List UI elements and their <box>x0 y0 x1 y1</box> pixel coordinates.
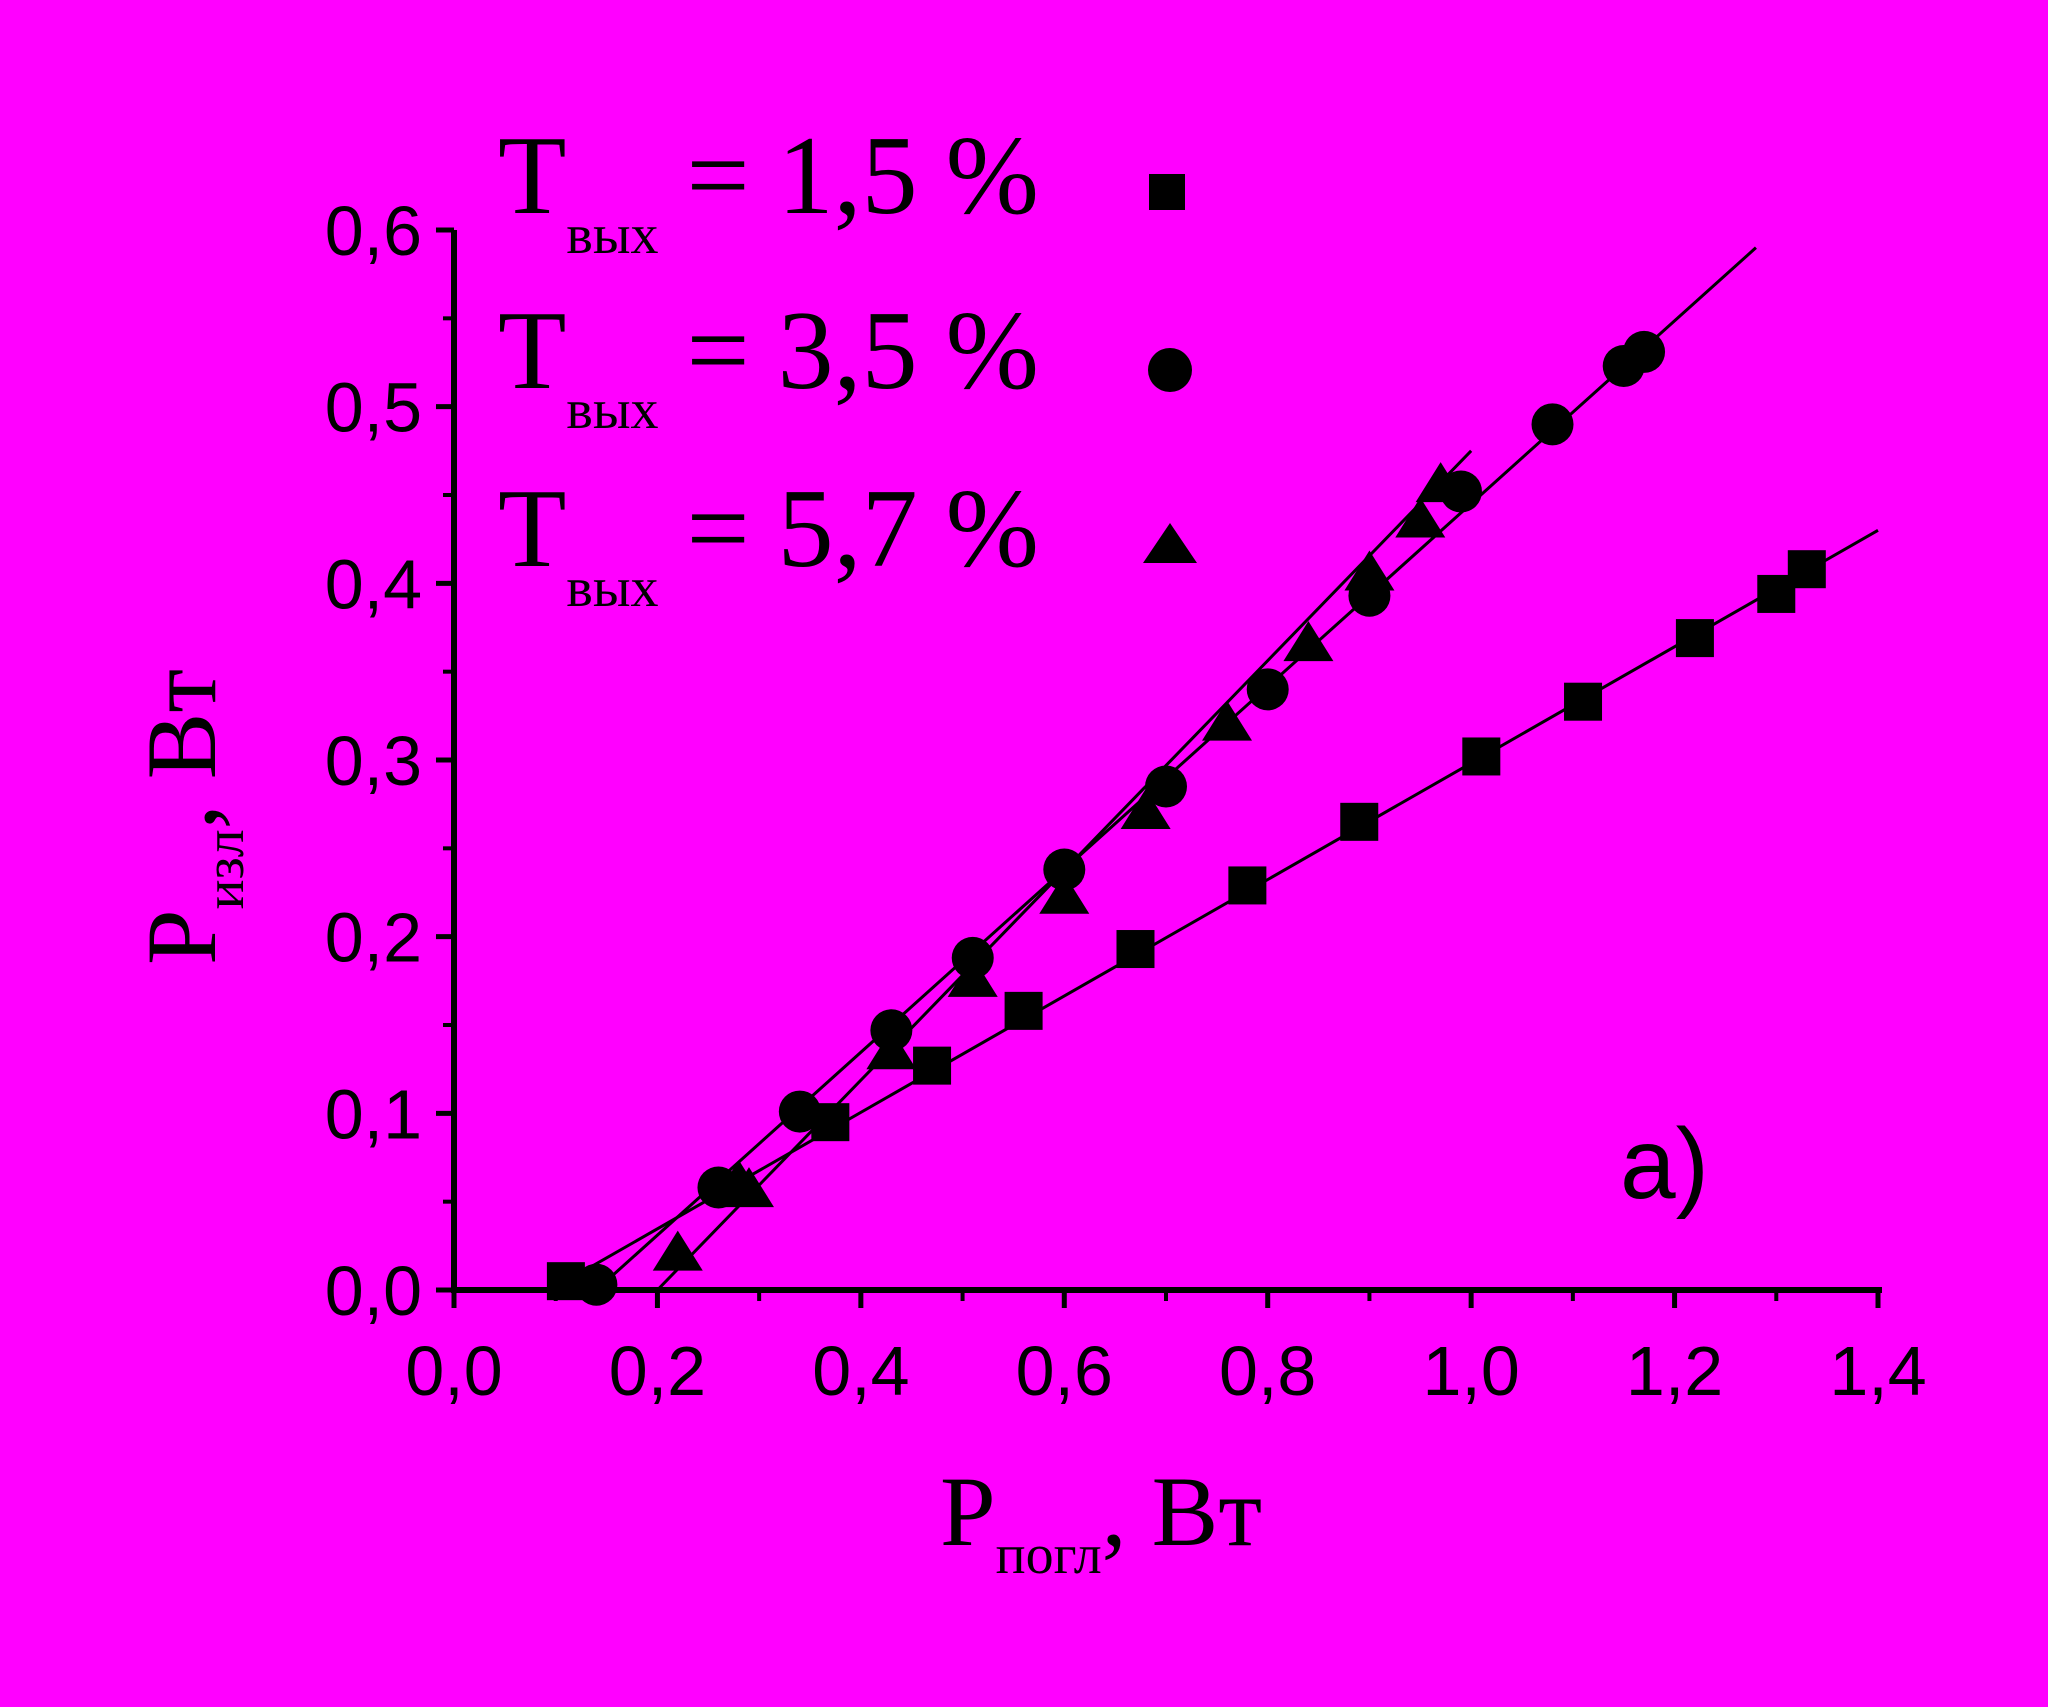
legend-entry-3: Tвых = 5,7 % <box>498 467 1197 619</box>
axes: 0,0 0,2 0,4 0,6 0,8 1,0 1,2 1,4 0,0 0,1 0,2 0,3 0,4 0… <box>325 192 1927 1410</box>
data-point-circle <box>1623 330 1666 373</box>
y-tick-label: 0,0 <box>325 1252 422 1330</box>
data-point-circle <box>1246 668 1289 711</box>
legend-entry-2-value: = 3,5 % <box>659 289 1039 413</box>
legend: Tвых = 1,5 % Tвых = 3,5 % Tвых = 5,7 % <box>498 114 1197 619</box>
data-point-square <box>913 1046 952 1085</box>
data-point-triangle <box>1344 550 1395 591</box>
x-axis-label-sub: погл <box>996 1524 1102 1586</box>
fit-line-square <box>565 529 1879 1283</box>
svg-text:Tвых = 1,5 %: Tвых = 1,5 % <box>498 114 1039 266</box>
data-point-triangle <box>1202 700 1253 741</box>
legend-entry-3-sub: вых <box>566 557 658 619</box>
data-point-square <box>1787 550 1826 589</box>
data-point-triangle <box>1415 462 1466 503</box>
data-point-circle <box>575 1263 618 1306</box>
data-point-triangle <box>652 1230 703 1271</box>
legend-entry-2-main: T <box>498 289 566 413</box>
legend-entry-1: Tвых = 1,5 % <box>498 114 1185 266</box>
data-point-triangle <box>1039 873 1090 914</box>
x-tick-label: 0,0 <box>405 1332 502 1410</box>
data-point-square <box>1340 802 1379 841</box>
legend-entry-1-sub: вых <box>566 204 658 266</box>
data-point-square <box>1228 866 1267 905</box>
x-axis-label: Pпогл, Вт <box>940 1456 1262 1586</box>
y-tick-label: 0,5 <box>325 369 422 447</box>
data-point-triangle <box>1395 497 1446 538</box>
x-axis-label-main: P <box>940 1456 996 1567</box>
legend-triangle-marker <box>1143 523 1197 563</box>
svg-text:Tвых = 5,7 %: Tвых = 5,7 % <box>498 467 1039 619</box>
svg-text:Tвых = 3,5 %: Tвых = 3,5 % <box>498 289 1039 441</box>
legend-entry-3-value: = 5,7 % <box>659 467 1039 591</box>
data-point-circle <box>1145 765 1187 808</box>
legend-square-marker <box>1149 174 1185 210</box>
x-tick-label: 0,6 <box>1016 1332 1113 1410</box>
legend-entry-3-main: T <box>498 467 566 591</box>
x-axis-label-unit: , Вт <box>1102 1456 1262 1567</box>
panel-label: a) <box>1620 1108 1709 1220</box>
data-point-triangle <box>866 1029 917 1070</box>
data-point-triangle <box>1283 621 1334 662</box>
y-axis-label: Pизл, Вт <box>126 669 256 965</box>
y-axis-label-unit: , Вт <box>126 669 237 829</box>
x-tick-label: 1,2 <box>1626 1332 1723 1410</box>
legend-circle-marker <box>1148 348 1192 392</box>
data-point-triangle <box>723 1167 774 1208</box>
y-tick-label: 0,3 <box>325 722 422 800</box>
data-point-circle <box>1531 403 1574 446</box>
x-tick-label: 0,2 <box>609 1332 706 1410</box>
x-tick-label: 1,4 <box>1829 1332 1926 1410</box>
data-point-triangle <box>1120 789 1171 829</box>
data-point-square <box>1116 930 1155 969</box>
x-tick-label: 0,8 <box>1219 1332 1316 1410</box>
data-point-square <box>1675 619 1714 658</box>
data-point-square <box>1004 991 1043 1030</box>
y-axis-label-sub: изл <box>194 829 256 909</box>
data-point-circle <box>1043 848 1086 891</box>
y-axis-label-main: P <box>126 909 237 965</box>
legend-entry-2-sub: вых <box>566 379 658 441</box>
legend-entry-1-main: T <box>498 114 566 238</box>
legend-entry-2: Tвых = 3,5 % <box>498 289 1192 441</box>
y-tick-label: 0,2 <box>325 899 422 977</box>
x-tick-label: 0,4 <box>812 1332 909 1410</box>
x-tick-label: 1,0 <box>1422 1332 1519 1410</box>
data-point-circle <box>778 1090 821 1133</box>
data-point-triangle <box>947 956 998 997</box>
data-markers <box>546 330 1826 1306</box>
y-tick-label: 0,6 <box>325 192 422 270</box>
y-tick-label: 0,4 <box>325 545 422 623</box>
data-point-square <box>1564 682 1603 721</box>
y-tick-label: 0,1 <box>325 1075 422 1153</box>
legend-entry-1-value: = 1,5 % <box>659 114 1039 238</box>
data-point-square <box>1462 737 1501 776</box>
